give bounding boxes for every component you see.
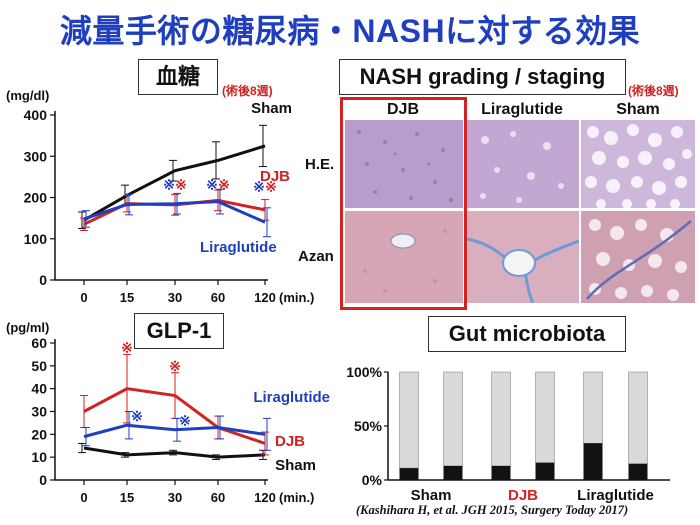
microbiota-panel-label: Gut microbiota	[428, 316, 626, 352]
bar-segment-other	[628, 371, 648, 465]
series-label-sham: Sham	[275, 457, 316, 474]
nash-panel-label: NASH grading / staging	[339, 59, 626, 95]
significance-mark: ※	[265, 178, 277, 194]
x-tick-label: 60	[211, 490, 225, 505]
x-tick-label: 15	[120, 290, 134, 305]
significance-mark: ※	[175, 176, 187, 192]
nash-col-djb: DJB	[386, 101, 419, 118]
series-label-sham: Sham	[251, 100, 292, 117]
series-label-liraglutide: Liraglutide	[200, 239, 277, 256]
glp1-chart: 0 10 20 30 40 50 60 0 15 30 60 120 (min.) Sham DJB Lira…	[31, 335, 330, 505]
y-tick-label: 300	[24, 148, 48, 164]
histology-liraglutide-he	[467, 120, 579, 208]
series-line-liraglutide	[83, 200, 266, 224]
significance-mark: ※	[218, 176, 230, 192]
glucose-y-unit: (mg/dl)	[6, 88, 50, 103]
bar-segment-black	[399, 468, 419, 480]
y-tick-label: 20	[31, 426, 47, 442]
y-tick-label: 50	[31, 358, 47, 374]
y-tick-label: 400	[24, 107, 48, 123]
x-tick-label: 120	[254, 490, 276, 505]
category-label: Liraglutide	[577, 487, 654, 503]
significance-mark: ※	[206, 176, 218, 192]
bar-segment-black	[443, 465, 463, 480]
nash-col-liraglutide: Liraglutide	[481, 101, 563, 118]
x-tick-label: 60	[211, 290, 225, 305]
significance-mark: ※	[163, 176, 175, 192]
x-tick-label: 0	[80, 490, 87, 505]
series-line-sham	[83, 144, 266, 222]
y-tick-label: 0	[39, 472, 47, 488]
category-label: DJB	[508, 487, 538, 503]
y-tick-label: 0	[39, 272, 47, 288]
bar-segment-other	[535, 371, 555, 464]
x-tick-label: 120	[254, 290, 276, 305]
significance-mark: ※	[253, 178, 265, 194]
category-label: Sham	[411, 487, 452, 503]
histology-djb-azan	[345, 211, 463, 303]
nash-postop-note: (術後8週)	[628, 84, 679, 98]
bar-segment-other	[443, 371, 463, 467]
glucose-panel-label: 血糖	[138, 59, 218, 95]
significance-mark: ※	[179, 413, 191, 429]
nash-row-he: H.E.	[305, 156, 335, 173]
histology-liraglutide-azan	[467, 211, 579, 303]
microbiota-chart: 0% 50% 100% Sham DJB Liraglutide	[346, 364, 670, 503]
glp1-y-unit: (pg/ml)	[6, 320, 50, 335]
x-tick-label: 15	[120, 490, 134, 505]
bar-segment-black	[583, 443, 603, 480]
glucose-chart: 0 100 200 300 400 0 15 30 60 120 (min.) Sham DJB Lira…	[24, 100, 315, 305]
histology-sham-azan	[581, 211, 695, 303]
significance-mark: ※	[121, 340, 133, 356]
series-line-djb	[83, 387, 266, 445]
significance-mark: ※	[169, 358, 181, 374]
glp1-panel-label: GLP-1	[134, 313, 224, 349]
histology-djb-he	[345, 120, 463, 208]
bar-segment-other	[399, 371, 419, 469]
nash-col-sham: Sham	[616, 101, 660, 118]
y-tick-label: 200	[24, 190, 48, 206]
series-line-sham	[83, 446, 266, 459]
x-tick-label: 30	[168, 490, 182, 505]
y-tick-label: 100%	[346, 364, 382, 380]
glucose-postop-note: (術後8週)	[222, 84, 273, 98]
significance-mark: ※	[131, 408, 143, 424]
y-tick-label: 0%	[362, 472, 383, 488]
bar-segment-other	[491, 371, 511, 467]
series-label-djb: DJB	[260, 168, 290, 185]
nash-row-azan: Azan	[298, 248, 334, 265]
series-line-liraglutide	[83, 423, 266, 439]
y-tick-label: 30	[31, 404, 47, 420]
bar-segment-black	[491, 465, 511, 480]
bar-segment-black	[535, 462, 555, 480]
y-tick-label: 50%	[354, 418, 383, 434]
djb-highlight-frame	[340, 97, 467, 310]
y-tick-label: 60	[31, 335, 47, 351]
x-axis-unit: (min.)	[279, 290, 314, 305]
histology-sham-he	[581, 120, 695, 208]
x-tick-label: 0	[80, 290, 87, 305]
x-tick-label: 30	[168, 290, 182, 305]
citation: (Kashihara H, et al. JGH 2015, Surgery T…	[356, 503, 629, 517]
y-tick-label: 10	[31, 449, 47, 465]
y-tick-label: 40	[31, 381, 47, 397]
series-label-liraglutide: Liraglutide	[253, 389, 330, 406]
series-label-djb: DJB	[275, 433, 305, 450]
y-tick-label: 100	[24, 231, 48, 247]
bar-segment-black	[628, 463, 648, 480]
slide-title: 減量手術の糖尿病・NASHに対する効果	[59, 13, 641, 49]
x-axis-unit: (min.)	[279, 490, 314, 505]
bar-segment-other	[583, 371, 603, 444]
